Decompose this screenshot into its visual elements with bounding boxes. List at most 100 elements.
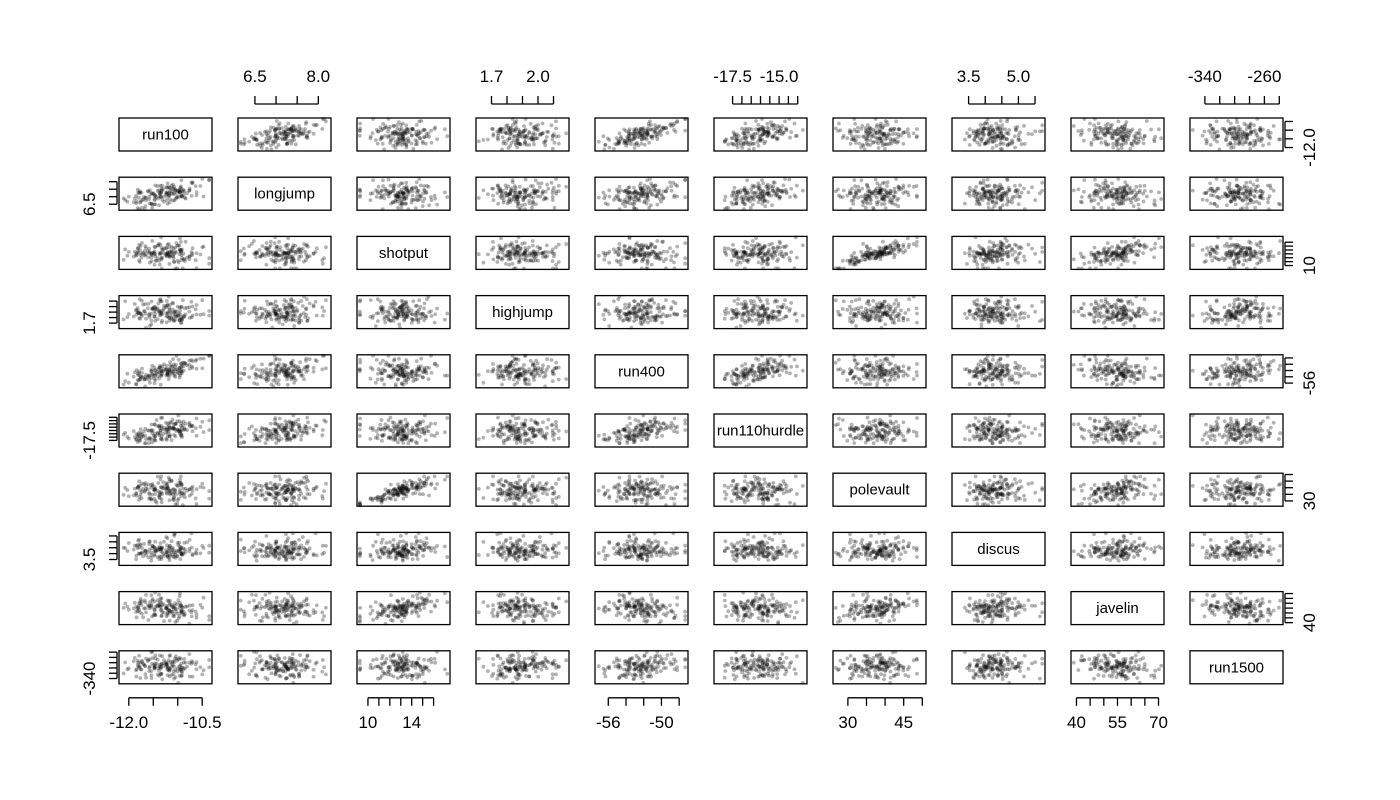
data-point: [500, 147, 504, 152]
data-point: [978, 246, 983, 251]
data-point: [429, 128, 433, 133]
data-point: [986, 205, 991, 210]
data-point: [523, 134, 528, 138]
data-point: [406, 136, 410, 141]
data-point: [268, 143, 273, 148]
data-point: [1108, 262, 1113, 266]
data-point: [883, 206, 888, 211]
panel-shotput-vs-run100: [118, 235, 213, 271]
data-point: [1222, 191, 1227, 196]
data-point: [518, 189, 522, 194]
data-point: [165, 181, 170, 186]
data-point: [525, 133, 530, 138]
data-point: [182, 314, 187, 319]
data-point: [411, 299, 416, 304]
data-point: [624, 312, 629, 317]
data-point: [523, 202, 527, 207]
data-point: [516, 134, 521, 139]
data-point: [304, 306, 309, 311]
data-point: [399, 129, 403, 134]
data-point: [507, 198, 512, 203]
data-point: [1212, 255, 1217, 260]
data-point: [396, 142, 400, 147]
data-point: [639, 137, 644, 142]
data-point: [137, 243, 142, 247]
data-point: [603, 308, 607, 313]
data-point: [655, 134, 659, 139]
data-point: [314, 313, 319, 318]
data-point: [314, 246, 319, 251]
data-point: [892, 186, 897, 191]
data-point: [992, 254, 997, 259]
data-point: [498, 189, 502, 194]
data-point: [852, 178, 857, 183]
data-point: [291, 128, 296, 132]
data-point: [179, 240, 183, 244]
data-point: [368, 191, 373, 196]
data-point: [624, 255, 629, 260]
data-point: [402, 130, 407, 135]
data-point: [1111, 145, 1115, 150]
data-point: [255, 143, 260, 147]
data-point: [885, 123, 890, 127]
data-point: [277, 240, 281, 244]
data-point: [642, 136, 646, 141]
data-point: [836, 187, 840, 192]
data-point: [174, 309, 179, 314]
data-point: [742, 207, 746, 212]
data-point: [422, 184, 426, 188]
data-point: [274, 133, 279, 137]
data-point: [661, 306, 666, 311]
data-point: [320, 117, 325, 121]
data-point: [357, 187, 362, 192]
data-point: [159, 186, 164, 191]
data-point: [443, 190, 447, 195]
data-point: [645, 178, 650, 183]
data-point: [1010, 141, 1014, 146]
data-point: [1216, 235, 1220, 240]
data-point: [564, 131, 569, 136]
data-point: [994, 195, 999, 200]
data-point: [552, 205, 557, 210]
data-point: [854, 190, 858, 195]
data-point: [789, 130, 794, 134]
data-point: [270, 139, 275, 144]
data-point: [673, 254, 678, 258]
data-point: [863, 206, 868, 210]
data-point: [1093, 266, 1098, 271]
data-point: [516, 127, 521, 132]
data-point: [1227, 266, 1231, 271]
data-point: [998, 119, 1003, 123]
data-point: [292, 138, 297, 142]
data-point: [669, 305, 674, 310]
data-point: [603, 143, 607, 147]
data-point: [505, 201, 510, 206]
data-point: [263, 130, 267, 134]
data-point: [398, 132, 403, 137]
data-point: [645, 129, 650, 134]
data-point: [1215, 139, 1219, 144]
data-point: [766, 257, 770, 262]
data-point: [556, 183, 561, 188]
data-point: [615, 250, 619, 254]
data-point: [1026, 131, 1031, 136]
data-point: [443, 127, 447, 132]
data-point: [422, 135, 427, 139]
data-point: [1082, 138, 1086, 143]
data-point: [194, 303, 199, 307]
data-point: [400, 137, 405, 142]
data-point: [907, 134, 911, 139]
data-point: [636, 134, 640, 139]
data-point: [640, 137, 644, 142]
data-point: [554, 119, 558, 124]
data-point: [849, 259, 854, 263]
data-point: [508, 129, 512, 134]
data-point: [632, 185, 636, 190]
data-point: [307, 129, 312, 134]
data-point: [242, 251, 247, 256]
data-point: [285, 255, 290, 260]
data-point: [518, 206, 523, 211]
data-point: [1152, 198, 1157, 203]
data-point: [141, 302, 146, 307]
data-point: [775, 304, 780, 309]
